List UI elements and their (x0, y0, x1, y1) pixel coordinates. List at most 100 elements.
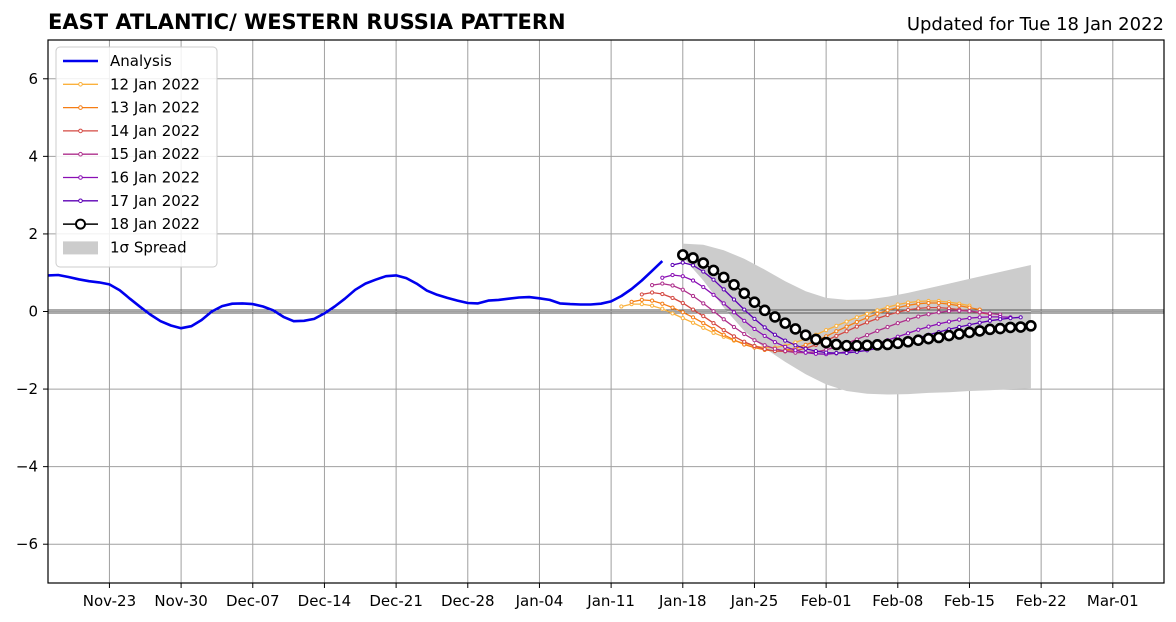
legend-entry: 12 Jan 2022 (63, 75, 200, 93)
series-18-jan-2022 (676, 249, 1037, 352)
data-point (793, 343, 798, 348)
data-point (875, 308, 880, 313)
data-point (977, 315, 982, 320)
data-point (660, 301, 665, 306)
data-point (670, 262, 675, 268)
data-point (864, 311, 870, 316)
data-point (864, 333, 870, 338)
data-point (912, 334, 925, 347)
data-point (875, 328, 880, 333)
y-tick-label: −6 (16, 535, 38, 553)
data-point (772, 346, 778, 351)
data-point (854, 315, 859, 320)
data-point (932, 331, 945, 344)
legend-label: 18 Jan 2022 (110, 215, 200, 233)
x-tick-label: Feb-08 (872, 592, 923, 610)
data-point (670, 311, 675, 316)
legend-entry: 1σ Spread (63, 238, 187, 256)
data-point (875, 311, 880, 316)
data-point (1025, 320, 1037, 332)
analysis-series (47, 260, 664, 330)
legend-swatch (63, 241, 98, 255)
data-point (946, 309, 952, 314)
data-point (834, 350, 839, 356)
data-point (864, 320, 870, 325)
y-tick-label: 6 (28, 70, 38, 88)
x-tick-label: Mar-01 (1087, 592, 1139, 610)
data-point (670, 295, 675, 301)
data-point (680, 300, 685, 306)
data-point (619, 304, 624, 309)
data-point (731, 324, 737, 330)
data-point (803, 350, 808, 355)
data-point (711, 326, 716, 332)
data-point (1004, 321, 1017, 334)
data-point (824, 328, 829, 333)
data-point (936, 310, 941, 315)
data-point (854, 324, 859, 329)
data-point (639, 297, 644, 302)
data-point (994, 322, 1006, 335)
data-point (967, 322, 972, 327)
data-point (946, 319, 952, 324)
data-point (803, 346, 808, 351)
legend-label: 1σ Spread (110, 238, 187, 256)
data-point (711, 277, 716, 282)
x-tick-label: Feb-22 (1016, 592, 1067, 610)
data-point (742, 331, 747, 337)
data-point (649, 303, 655, 308)
data-point (987, 314, 993, 320)
data-point (711, 321, 716, 326)
chart-subtitle: Updated for Tue 18 Jan 2022 (907, 14, 1164, 35)
data-point (660, 291, 665, 297)
data-point (881, 338, 894, 351)
legend-entry: 18 Jan 2022 (63, 215, 200, 233)
data-point (916, 301, 921, 306)
legend-entry: 14 Jan 2022 (63, 122, 200, 140)
data-point (851, 339, 863, 352)
data-point (660, 306, 665, 311)
legend-box (55, 46, 218, 268)
data-point (916, 327, 921, 332)
forecast-series (619, 249, 1037, 357)
data-point (895, 310, 900, 315)
data-point (676, 249, 689, 261)
data-point (830, 338, 843, 351)
data-point (844, 324, 849, 329)
data-point (717, 271, 730, 284)
data-point (905, 307, 911, 313)
data-point (649, 298, 655, 303)
legend-label: 14 Jan 2022 (110, 122, 200, 140)
data-point (946, 302, 952, 307)
x-tick-label: Jan-18 (658, 592, 707, 610)
data-point (840, 339, 853, 352)
data-point (762, 333, 767, 339)
y-tick-label: 2 (28, 225, 38, 243)
data-point (861, 339, 873, 352)
data-point (844, 350, 849, 356)
x-tick-label: Dec-14 (298, 592, 352, 610)
analysis-line (47, 260, 664, 330)
legend-marker (75, 218, 86, 230)
legend-entry: 17 Jan 2022 (63, 192, 200, 210)
data-point (905, 331, 911, 336)
data-point (629, 299, 634, 304)
legend-label: 15 Jan 2022 (110, 145, 200, 163)
data-point (731, 337, 737, 342)
data-point (967, 309, 972, 314)
legend-entry: 16 Jan 2022 (63, 169, 200, 187)
data-point (779, 317, 791, 329)
x-tick-label: Jan-11 (586, 592, 635, 610)
data-point (871, 339, 884, 351)
data-point (936, 321, 941, 327)
data-point (752, 326, 757, 332)
data-point (742, 318, 747, 323)
data-point (926, 312, 931, 317)
data-point (660, 275, 665, 280)
data-point (731, 297, 737, 302)
legend-marker (78, 105, 83, 110)
data-point (697, 257, 710, 269)
data-point (690, 315, 696, 320)
data-point (926, 305, 931, 310)
data-point (953, 328, 966, 340)
